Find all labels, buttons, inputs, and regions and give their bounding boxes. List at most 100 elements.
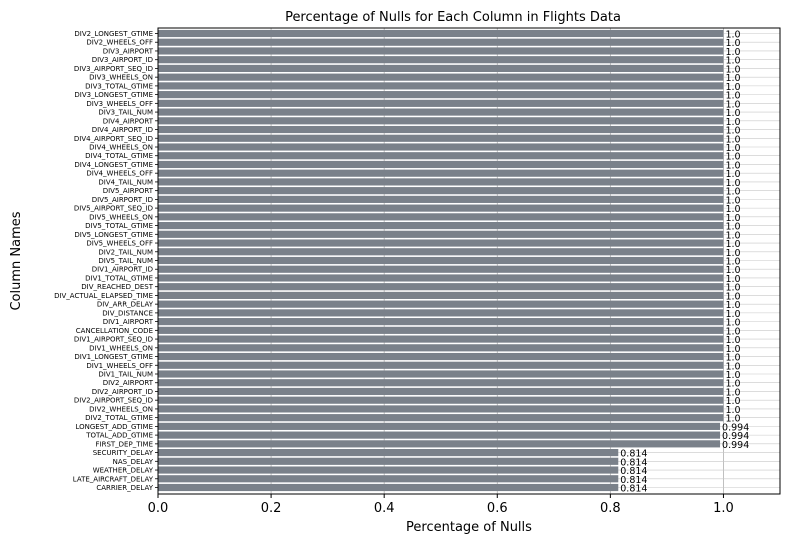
value-label: 0.814 bbox=[620, 484, 647, 495]
y-tick-label: SECURITY_DELAY bbox=[93, 449, 154, 457]
y-tick-label: DIV4_AIRPORT bbox=[103, 117, 154, 125]
y-tick-label: DIV2_AIRPORT_SEQ_ID bbox=[74, 397, 153, 405]
bar bbox=[158, 396, 724, 404]
value-label: 1.0 bbox=[725, 213, 740, 224]
y-tick-label: WEATHER_DELAY bbox=[93, 467, 154, 475]
bar bbox=[158, 239, 724, 247]
y-tick-label: CARRIER_DELAY bbox=[96, 484, 153, 492]
value-label: 1.0 bbox=[725, 291, 740, 302]
bar bbox=[158, 265, 724, 273]
bar bbox=[158, 466, 619, 474]
x-tick-label: 0.6 bbox=[487, 501, 508, 516]
y-tick-label: DIV3_AIRPORT_SEQ_ID bbox=[74, 65, 153, 73]
y-tick-label: DIV2_LONGEST_GTIME bbox=[74, 30, 153, 38]
value-label: 1.0 bbox=[725, 405, 740, 416]
bar bbox=[158, 47, 724, 55]
bar bbox=[158, 230, 724, 238]
y-tick-label: DIV2_TOTAL_GTIME bbox=[85, 414, 153, 422]
y-tick-label: DIV1_LONGEST_GTIME bbox=[74, 353, 153, 361]
bar bbox=[158, 414, 724, 422]
bar bbox=[158, 256, 724, 265]
bar bbox=[158, 29, 724, 38]
chart-title: Percentage of Nulls for Each Column in F… bbox=[285, 10, 621, 25]
y-tick-label: DIV2_AIRPORT_ID bbox=[92, 388, 153, 396]
y-tick-label: LONGEST_ADD_GTIME bbox=[75, 423, 153, 431]
bar bbox=[158, 344, 724, 352]
bar bbox=[158, 169, 724, 177]
value-label: 1.0 bbox=[725, 73, 740, 84]
value-label: 0.814 bbox=[620, 449, 647, 460]
y-tick-label: DIV5_TAIL_NUM bbox=[98, 257, 153, 265]
bar bbox=[158, 143, 724, 151]
x-tick-label: 0.2 bbox=[261, 501, 282, 516]
value-label: 1.0 bbox=[725, 99, 740, 110]
bar bbox=[158, 379, 724, 387]
y-tick-label: DIV3_TAIL_NUM bbox=[98, 109, 153, 117]
bar bbox=[158, 99, 724, 107]
value-labels: 1.01.01.01.01.01.01.01.01.01.01.01.01.01… bbox=[620, 30, 749, 495]
y-tick-label: DIV4_WHEELS_OFF bbox=[86, 170, 153, 178]
value-label: 0.994 bbox=[722, 440, 749, 451]
value-label: 1.0 bbox=[725, 396, 740, 407]
value-label: 1.0 bbox=[725, 300, 740, 311]
value-label: 1.0 bbox=[725, 239, 740, 250]
y-tick-label: LATE_AIRCRAFT_DELAY bbox=[73, 475, 154, 483]
bar bbox=[158, 326, 724, 334]
bar bbox=[158, 309, 724, 317]
y-tick-label: DIV3_LONGEST_GTIME bbox=[74, 91, 153, 99]
value-label: 1.0 bbox=[725, 178, 740, 189]
value-label: 1.0 bbox=[725, 361, 740, 372]
value-label: 1.0 bbox=[725, 414, 740, 425]
value-label: 1.0 bbox=[725, 152, 740, 163]
y-tick-label: DIV1_WHEELS_OFF bbox=[86, 362, 153, 370]
y-tick-label: DIV4_TOTAL_GTIME bbox=[85, 152, 153, 160]
bar bbox=[158, 475, 619, 483]
bar bbox=[158, 56, 724, 64]
bar bbox=[158, 422, 721, 430]
bar bbox=[158, 108, 724, 116]
value-label: 1.0 bbox=[725, 318, 740, 329]
bar bbox=[158, 274, 724, 282]
y-tick-label: DIV4_WHEELS_ON bbox=[89, 144, 153, 152]
value-label: 1.0 bbox=[725, 64, 740, 75]
bar bbox=[158, 187, 724, 195]
y-tick-label: FIRST_DEP_TIME bbox=[95, 440, 153, 448]
bar bbox=[158, 160, 724, 169]
bar bbox=[158, 213, 724, 221]
y-tick-label: DIV3_AIRPORT bbox=[103, 47, 154, 55]
value-label: 1.0 bbox=[725, 326, 740, 337]
value-label: 1.0 bbox=[725, 187, 740, 198]
bar bbox=[158, 352, 724, 361]
value-label: 1.0 bbox=[725, 309, 740, 320]
value-label: 1.0 bbox=[725, 134, 740, 145]
y-tick-label: DIV3_WHEELS_OFF bbox=[86, 100, 153, 108]
y-tick-label: DIV5_WHEELS_OFF bbox=[86, 240, 153, 248]
y-tick-label: DIV_ARR_DELAY bbox=[97, 301, 154, 309]
y-axis-label: Column Names bbox=[9, 211, 24, 310]
value-label: 1.0 bbox=[725, 370, 740, 381]
y-tick-label: DIV3_TOTAL_GTIME bbox=[85, 82, 153, 90]
value-label: 0.814 bbox=[620, 457, 647, 468]
value-label: 1.0 bbox=[725, 257, 740, 268]
value-label: 1.0 bbox=[725, 47, 740, 58]
bar bbox=[158, 73, 724, 81]
y-tick-label: DIV4_AIRPORT_SEQ_ID bbox=[74, 135, 153, 143]
value-label: 1.0 bbox=[725, 56, 740, 67]
bar bbox=[158, 248, 724, 256]
y-tick-label: TOTAL_ADD_GTIME bbox=[85, 432, 153, 440]
bar bbox=[158, 38, 724, 46]
x-tick-label: 1.0 bbox=[713, 501, 734, 516]
y-tick-label: DIV2_WHEELS_OFF bbox=[86, 39, 153, 47]
bar bbox=[158, 91, 724, 99]
bar bbox=[158, 117, 724, 125]
bar bbox=[158, 195, 724, 203]
bar bbox=[158, 64, 724, 73]
bar bbox=[158, 291, 724, 300]
bar bbox=[158, 82, 724, 90]
y-tick-label: DIV5_WHEELS_ON bbox=[89, 213, 153, 221]
bar bbox=[158, 134, 724, 142]
value-label: 1.0 bbox=[725, 248, 740, 259]
x-tick-label: 0.0 bbox=[148, 501, 169, 516]
value-label: 1.0 bbox=[725, 143, 740, 154]
value-label: 1.0 bbox=[725, 108, 740, 119]
